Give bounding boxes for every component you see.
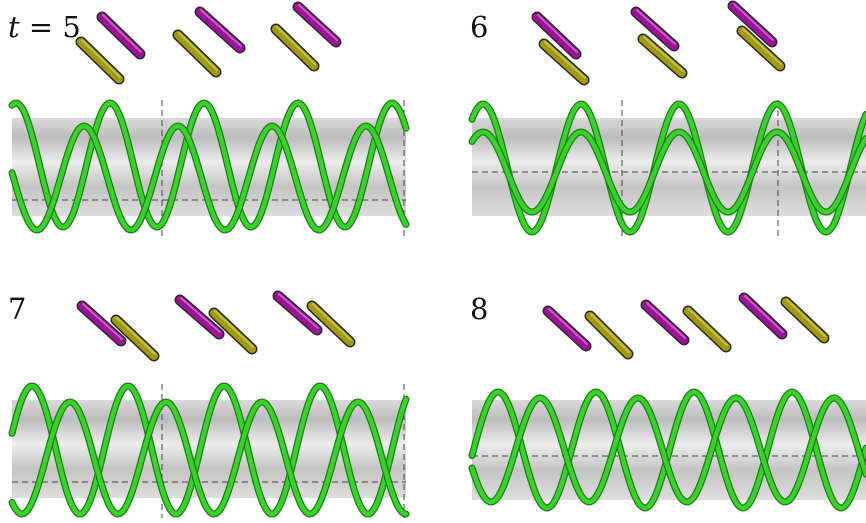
panel-t5: t = 5 (8, 5, 406, 236)
magenta-rod (548, 311, 586, 346)
magenta-rod-highlight (647, 303, 685, 338)
olive-rod (786, 302, 824, 338)
magenta-rod-highlight (299, 5, 337, 40)
olive-rod-highlight (591, 314, 629, 352)
magenta-rod (102, 17, 140, 54)
double-helix (472, 100, 866, 236)
panel-label-8: 8 (470, 292, 488, 326)
rod-pair-1 (548, 309, 629, 354)
double-helix (12, 100, 406, 236)
magenta-rod (646, 305, 684, 340)
panel-label-6: 6 (470, 10, 488, 44)
magenta-rod-highlight (103, 15, 141, 52)
magenta-rod (744, 298, 782, 334)
rod-pair-3 (744, 296, 825, 338)
double-helix (472, 392, 866, 508)
rod-pair-3 (276, 5, 337, 66)
panel-8: 8 (470, 292, 866, 508)
olive-rod-highlight (277, 27, 315, 64)
olive-rod (276, 29, 314, 66)
rod-pair-2 (636, 10, 683, 73)
rod-pairs (537, 4, 781, 80)
rod-pair-3 (278, 294, 351, 342)
rod-pairs (82, 294, 351, 356)
magenta-rod (298, 7, 336, 42)
olive-rod-highlight (689, 309, 727, 345)
rod-pair-3 (733, 4, 781, 66)
panel-label-7: 7 (8, 292, 26, 326)
rod-pair-1 (537, 15, 585, 80)
rod-pair-2 (180, 298, 253, 349)
panel-6: 6 (470, 4, 866, 236)
panel-7: 7 (8, 292, 406, 518)
panel-label-t5: t = 5 (8, 10, 81, 44)
olive-rod (688, 311, 726, 347)
rod-pairs (548, 296, 825, 354)
rod-pair-1 (81, 15, 141, 79)
double-helix (12, 384, 406, 518)
olive-rod (81, 42, 119, 79)
rod-pair-1 (82, 304, 155, 356)
magenta-rod-highlight (549, 309, 587, 344)
olive-rod (590, 316, 628, 354)
rod-pair-2 (646, 303, 727, 347)
olive-rod-highlight (787, 300, 825, 336)
magenta-rod-highlight (201, 10, 241, 46)
magenta-rod-highlight (745, 296, 783, 332)
rod-pairs (81, 5, 337, 79)
olive-rod-highlight (82, 40, 120, 77)
olive-rod-highlight (179, 33, 217, 70)
rod-pair-2 (178, 10, 241, 72)
olive-rod (178, 35, 216, 72)
magenta-rod (200, 12, 240, 48)
